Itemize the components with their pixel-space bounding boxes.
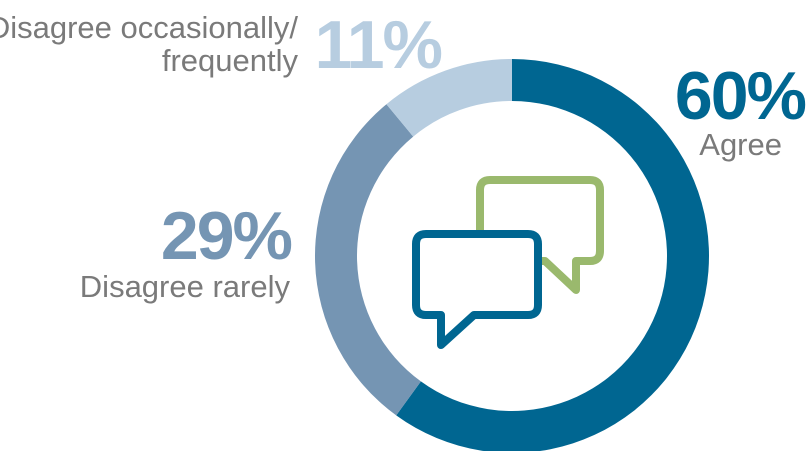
donut-slices — [315, 58, 709, 451]
agree-label: Agree — [699, 127, 782, 162]
agree-percent: 60% — [675, 58, 806, 134]
speech-bubbles-icon — [412, 176, 604, 349]
back-speech-bubble-icon — [476, 176, 604, 294]
disagree-occasionally-label-line2: frequently — [162, 43, 299, 78]
disagree-occasionally-percent: 11% — [315, 7, 442, 83]
donut-slice-agree — [396, 59, 709, 451]
donut-slice-disagree-occasionally — [386, 58, 512, 137]
disagree-rarely-label: Disagree rarely — [80, 269, 291, 304]
donut-slice-disagree-rarely — [315, 104, 421, 416]
disagree-rarely-percent: 29% — [161, 198, 292, 274]
front-speech-bubble-icon — [412, 230, 542, 349]
disagree-occasionally-label-line1: Disagree occasionally/ — [0, 10, 298, 45]
